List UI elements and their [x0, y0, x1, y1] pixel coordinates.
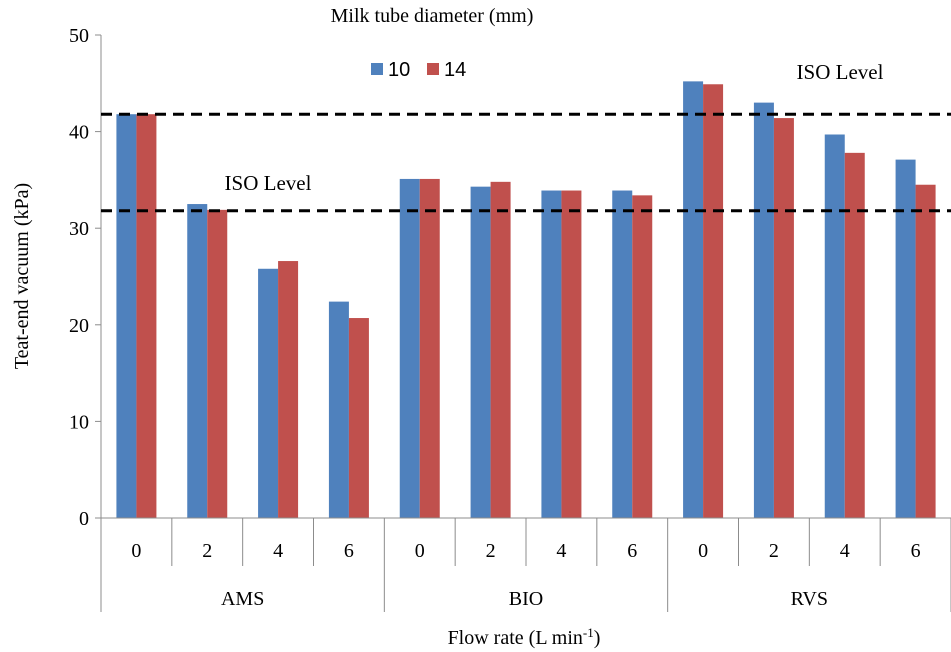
bar-series-10-3 — [328, 301, 349, 518]
x-tick-label: 0 — [415, 540, 425, 562]
legend-swatch — [427, 63, 439, 75]
bar-series-14-2 — [278, 261, 299, 518]
bar-series-10-1 — [187, 204, 208, 519]
bar-series-10-10 — [824, 134, 845, 519]
iso-level-label: ISO Level — [225, 171, 312, 195]
x-tick-label: 6 — [627, 540, 637, 562]
bar-series-10-0 — [116, 114, 137, 518]
bar-series-10-6 — [541, 190, 562, 518]
legend: 10 14 — [371, 59, 466, 81]
x-tick-label: 0 — [131, 540, 141, 562]
x-tick-label: 2 — [486, 540, 496, 562]
bar-series-14-3 — [348, 318, 369, 518]
y-tick-label: 40 — [69, 122, 89, 144]
x-tick-label: 2 — [202, 540, 212, 562]
bars — [116, 81, 936, 519]
bar-series-14-6 — [561, 190, 582, 518]
x-tick-label: 4 — [556, 540, 566, 562]
x-axis: 0 2 4 6 0 2 4 6 0 2 4 6 AMS BIO RVS — [100, 517, 951, 612]
bar-series-14-10 — [844, 152, 865, 519]
bar-series-14-5 — [490, 181, 511, 518]
x-tick-label: 0 — [698, 540, 708, 562]
y-tick-label: 10 — [69, 411, 89, 433]
x-group-label: BIO — [509, 588, 543, 610]
x-axis-label: Flow rate (L min-1) — [448, 625, 601, 650]
x-group-label: RVS — [791, 588, 828, 610]
reference-lines: ISO Level ISO Level — [101, 60, 951, 213]
bar-series-14-0 — [136, 114, 157, 518]
x-tick-label: 6 — [911, 540, 921, 562]
bar-series-10-8 — [683, 81, 704, 519]
x-tick-label: 2 — [769, 540, 779, 562]
legend-label: 10 — [388, 59, 410, 81]
bar-series-14-4 — [419, 178, 440, 518]
y-tick-label: 30 — [69, 218, 89, 240]
bar-series-10-9 — [753, 102, 774, 519]
bar-series-14-1 — [207, 209, 228, 518]
iso-level-label: ISO Level — [797, 60, 884, 84]
legend-swatch — [371, 63, 383, 75]
bar-series-10-11 — [895, 159, 916, 518]
bar-series-10-2 — [258, 268, 279, 518]
legend-label: 14 — [444, 59, 466, 81]
y-tick-label: 20 — [69, 315, 89, 337]
bar-series-14-7 — [632, 195, 653, 518]
y-axis-label: Teat-end vacuum (kPa) — [11, 183, 33, 369]
x-group-label: AMS — [221, 588, 264, 610]
x-tick-label: 4 — [840, 540, 850, 562]
bar-series-14-8 — [703, 84, 724, 519]
bar-series-14-11 — [915, 184, 936, 519]
bar-series-10-7 — [612, 190, 633, 518]
x-tick-label: 6 — [344, 540, 354, 562]
legend-title: Milk tube diameter (mm) — [331, 5, 534, 27]
bar-series-10-4 — [399, 178, 420, 518]
y-axis: 0 10 20 30 40 50 — [69, 25, 102, 530]
bar-series-14-9 — [773, 118, 794, 519]
y-tick-label: 50 — [69, 25, 89, 47]
x-tick-label: 4 — [273, 540, 283, 562]
y-tick-label: 0 — [79, 508, 89, 530]
bar-series-10-5 — [470, 186, 491, 519]
